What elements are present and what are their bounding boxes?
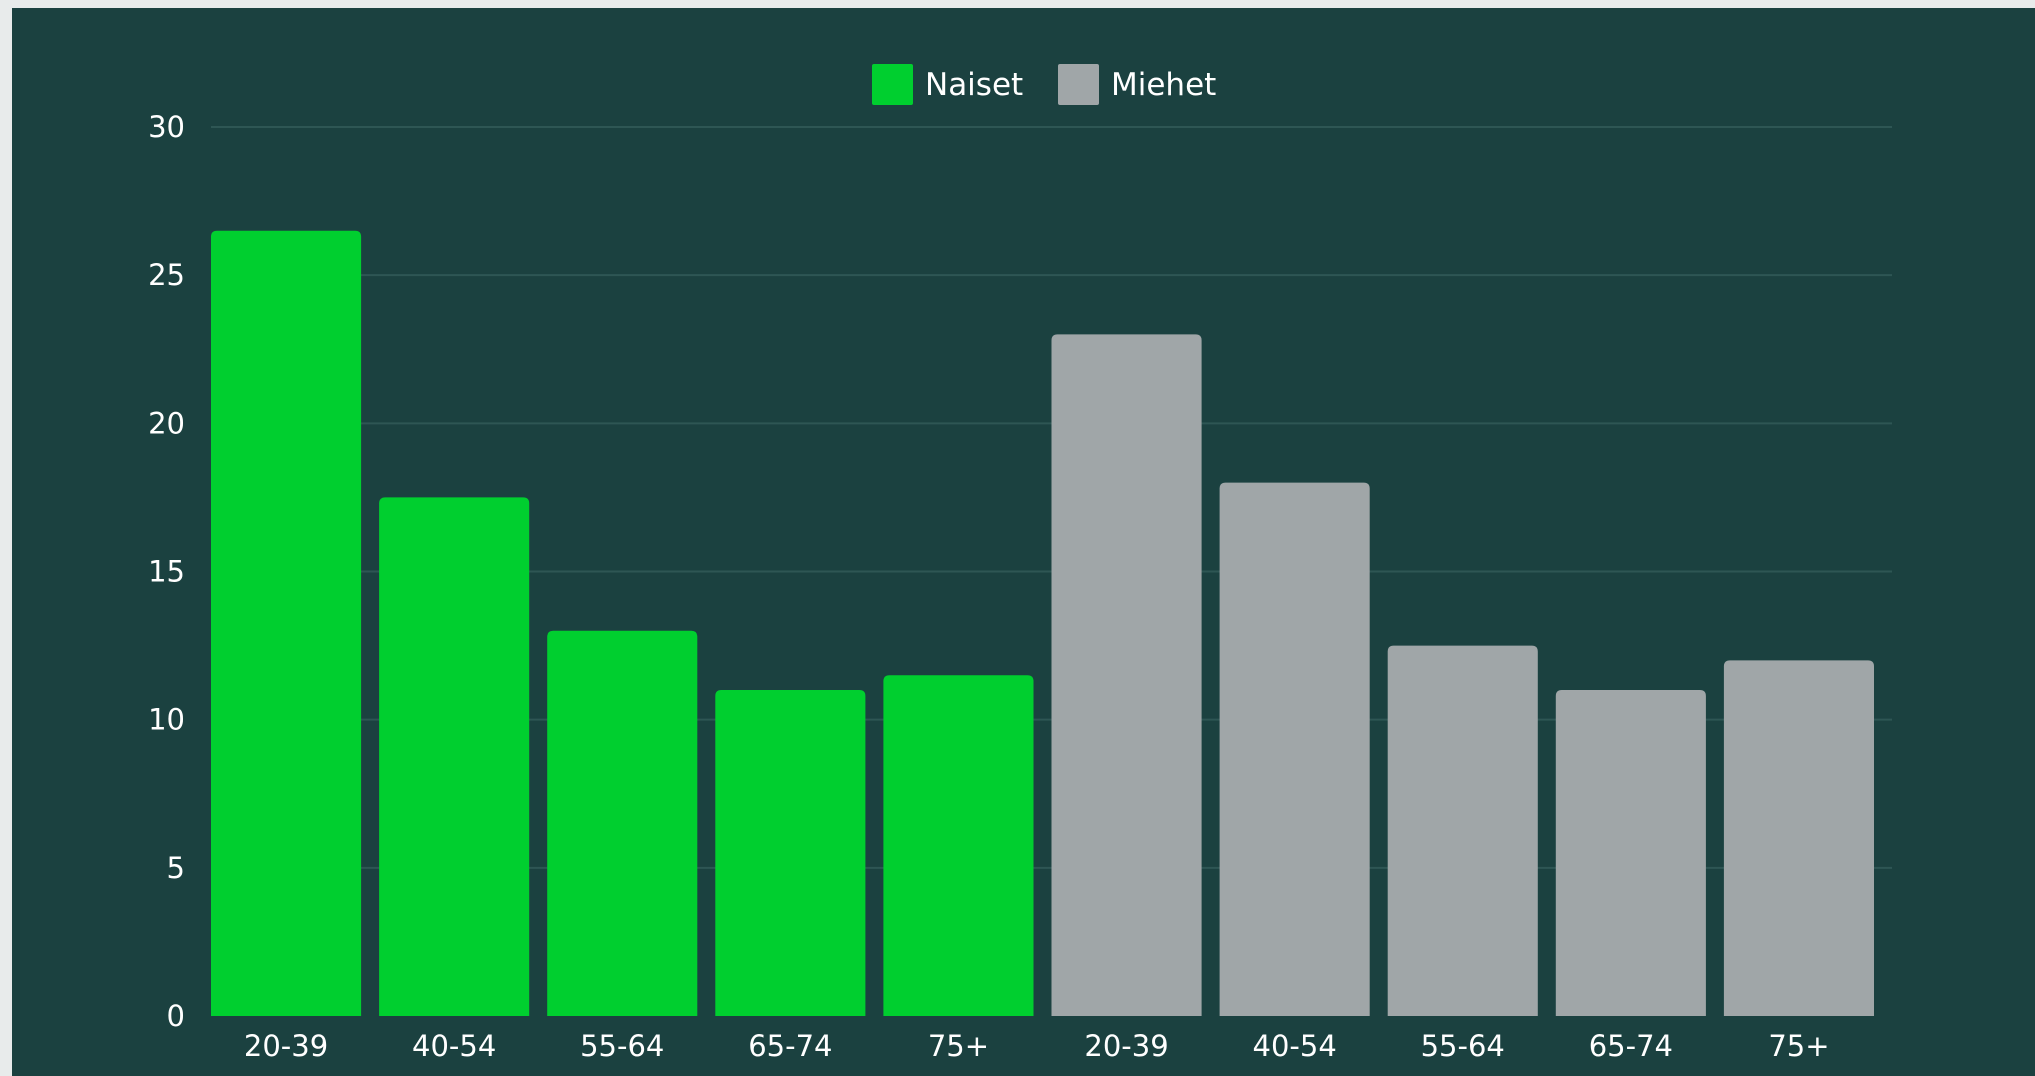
y-tick-label-10: 10 [148, 703, 185, 737]
y-tick-label-0: 0 [167, 999, 185, 1033]
x-tick-label: 75+ [928, 1029, 989, 1063]
y-tick-label-20: 20 [148, 406, 185, 440]
y-tick-label-5: 5 [167, 851, 185, 885]
legend-label-miehet: Miehet [1111, 67, 1216, 103]
legend-item-miehet[interactable]: Miehet [1058, 64, 1216, 105]
legend-item-naiset[interactable]: Naiset [872, 64, 1023, 105]
bar-miehet-55-64[interactable] [1387, 645, 1538, 1016]
x-tick-label: 40-54 [412, 1029, 496, 1063]
y-tick-label-30: 30 [148, 110, 185, 144]
y-tick-label-25: 25 [148, 258, 185, 292]
x-tick-label: 55-64 [1421, 1029, 1505, 1063]
x-tick-label: 20-39 [244, 1029, 328, 1063]
legend-swatch-miehet [1058, 64, 1099, 105]
x-tick-label: 65-74 [748, 1029, 832, 1063]
chart-panel: 0 5 10 15 20 25 30 20-39 40-54 55-64 65-74 75+ 20-3… [12, 8, 2035, 1076]
bar-naiset-40-54[interactable] [379, 497, 530, 1017]
x-tick-label: 65-74 [1589, 1029, 1673, 1063]
bar-miehet-20-39[interactable] [1051, 334, 1202, 1016]
bar-naiset-55-64[interactable] [547, 630, 698, 1016]
x-axis-ticks: 20-39 40-54 55-64 65-74 75+ 20-39 40-54 55-64 65… [244, 1029, 1830, 1063]
bar-naiset-75plus[interactable] [883, 675, 1034, 1016]
bar-miehet-40-54[interactable] [1219, 482, 1370, 1017]
y-tick-label-15: 15 [148, 555, 185, 589]
x-tick-label: 40-54 [1253, 1029, 1337, 1063]
legend-swatch-naiset [872, 64, 913, 105]
bar-miehet-65-74[interactable] [1555, 690, 1706, 1016]
bar-naiset-20-39[interactable] [211, 230, 362, 1016]
legend[interactable]: Naiset Miehet [872, 64, 1216, 105]
legend-label-naiset: Naiset [925, 67, 1023, 103]
y-axis-ticks: 0 5 10 15 20 25 30 [148, 110, 185, 1033]
bar-miehet-75plus[interactable] [1723, 660, 1874, 1016]
x-tick-label: 20-39 [1084, 1029, 1168, 1063]
bar-naiset-65-74[interactable] [715, 690, 866, 1016]
x-tick-label: 75+ [1768, 1029, 1829, 1063]
x-tick-label: 55-64 [580, 1029, 664, 1063]
bars [211, 230, 1874, 1017]
